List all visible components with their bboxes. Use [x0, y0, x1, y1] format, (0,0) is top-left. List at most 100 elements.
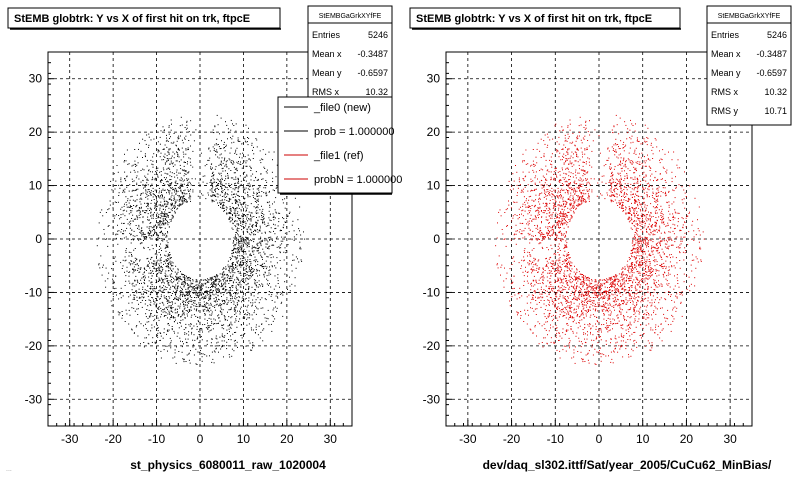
- scatter-point: [558, 209, 559, 211]
- scatter-point: [558, 222, 560, 224]
- scatter-point: [236, 293, 238, 295]
- scatter-point: [247, 245, 248, 246]
- scatter-point: [189, 284, 191, 286]
- scatter-point: [216, 114, 218, 116]
- scatter-point: [201, 353, 203, 355]
- scatter-point: [229, 199, 231, 201]
- scatter-point: [125, 275, 127, 277]
- scatter-point: [124, 256, 126, 258]
- scatter-point: [200, 285, 202, 287]
- scatter-point: [128, 221, 130, 223]
- scatter-point: [162, 215, 164, 217]
- scatter-point: [218, 146, 220, 148]
- scatter-point: [140, 206, 142, 208]
- y-tick-label: 10: [29, 179, 43, 193]
- scatter-point: [120, 287, 122, 289]
- scatter-point: [142, 192, 144, 194]
- scatter-point: [158, 306, 160, 308]
- scatter-point: [113, 288, 115, 290]
- scatter-point: [688, 276, 690, 278]
- scatter-point: [528, 205, 530, 207]
- scatter-point: [639, 175, 641, 177]
- scatter-point: [121, 229, 123, 230]
- scatter-point: [279, 286, 280, 288]
- scatter-point: [122, 259, 124, 261]
- scatter-point: [549, 194, 551, 196]
- scatter-point: [168, 310, 170, 312]
- scatter-point: [633, 321, 635, 323]
- scatter-point: [195, 291, 197, 293]
- scatter-point: [291, 264, 293, 266]
- scatter-point: [148, 169, 150, 171]
- scatter-point: [269, 266, 270, 268]
- scatter-point: [187, 149, 189, 151]
- scatter-point: [153, 299, 154, 301]
- scatter-point: [212, 285, 214, 286]
- scatter-point: [509, 268, 511, 270]
- scatter-point: [264, 253, 266, 255]
- scatter-point: [210, 284, 212, 285]
- scatter-point: [181, 203, 183, 205]
- scatter-point: [293, 230, 295, 232]
- scatter-point: [261, 297, 263, 299]
- scatter-point: [233, 268, 235, 270]
- scatter-point: [190, 307, 192, 309]
- scatter-point: [237, 234, 239, 236]
- scatter-point: [213, 132, 215, 134]
- scatter-point: [164, 211, 166, 213]
- scatter-point: [227, 189, 229, 191]
- scatter-point: [283, 259, 285, 261]
- scatter-point: [180, 177, 182, 179]
- scatter-point: [119, 312, 121, 314]
- scatter-point: [638, 240, 640, 242]
- scatter-point: [214, 286, 216, 288]
- scatter-point: [171, 203, 173, 205]
- scatter-point: [280, 302, 282, 304]
- scatter-point: [642, 202, 644, 204]
- scatter-point: [515, 233, 517, 235]
- scatter-point: [124, 178, 126, 180]
- scatter-point: [215, 166, 217, 168]
- scatter-point: [256, 259, 258, 261]
- scatter-point: [209, 182, 211, 183]
- scatter-point: [171, 172, 173, 174]
- scatter-point: [226, 212, 228, 214]
- scatter-point: [635, 147, 637, 149]
- scatter-point: [160, 181, 162, 183]
- scatter-point: [134, 248, 136, 249]
- scatter-point: [188, 302, 190, 304]
- scatter-point: [595, 280, 597, 282]
- scatter-point: [263, 166, 265, 168]
- scatter-point: [586, 189, 588, 191]
- scatter-point: [207, 159, 209, 161]
- scatter-point: [179, 125, 181, 127]
- scatter-point: [223, 283, 225, 285]
- scatter-point: [176, 290, 178, 291]
- scatter-point: [167, 292, 169, 294]
- scatter-point: [176, 312, 178, 314]
- scatter-point: [638, 310, 640, 312]
- scatter-point: [644, 124, 646, 126]
- scatter-point: [169, 148, 171, 150]
- scatter-point: [649, 302, 651, 304]
- scatter-point: [209, 277, 211, 279]
- scatter-point: [185, 291, 187, 293]
- scatter-point: [588, 279, 590, 281]
- scatter-point: [152, 217, 154, 219]
- scatter-point: [293, 236, 295, 238]
- scatter-point: [249, 165, 251, 167]
- scatter-point: [265, 191, 267, 193]
- scatter-point: [235, 203, 237, 204]
- scatter-point: [166, 278, 168, 280]
- scatter-point: [220, 307, 222, 309]
- scatter-point: [170, 257, 172, 259]
- scatter-point: [279, 252, 281, 254]
- scatter-point: [235, 312, 237, 314]
- scatter-point: [620, 157, 622, 159]
- scatter-point: [570, 328, 572, 330]
- scatter-point: [159, 222, 161, 224]
- scatter-point: [159, 266, 161, 268]
- scatter-point: [155, 244, 157, 246]
- scatter-point: [256, 229, 258, 231]
- scatter-point: [132, 272, 134, 274]
